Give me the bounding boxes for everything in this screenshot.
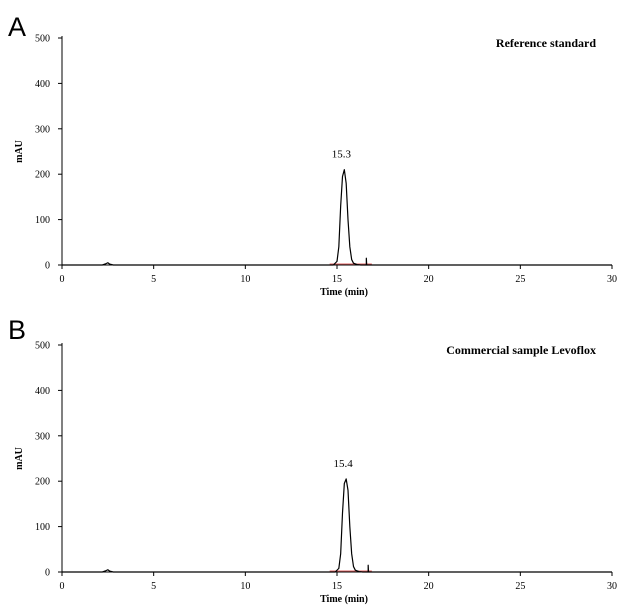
x-tick-label: 10: [240, 581, 250, 592]
y-axis-title: mAU: [14, 140, 25, 163]
y-tick-label: 100: [35, 215, 50, 226]
y-tick-label: 300: [35, 124, 50, 135]
series-line-0: [62, 169, 612, 266]
chart-title: Reference standard: [496, 36, 596, 50]
panel-letter-a: A: [8, 12, 27, 42]
y-tick-label: 500: [35, 341, 50, 352]
peak-label: 15.3: [332, 149, 352, 161]
x-tick-label: 20: [424, 581, 434, 592]
x-tick-label: 5: [151, 274, 156, 285]
x-tick-label: 25: [515, 274, 525, 285]
y-tick-label: 200: [35, 170, 50, 181]
x-tick-label: 10: [240, 274, 250, 285]
chromatogram-panel-b: B 0 100 200 300 400 500 0 5 10 15 20 25 30 Time (min)…: [0, 307, 622, 614]
peak-label: 15.4: [334, 458, 354, 470]
y-tick-label: 0: [45, 568, 50, 579]
chromatogram-b-svg: 0 100 200 300 400 500 0 5 10 15 20 25 30 Time (min) mA…: [14, 341, 617, 606]
chromatogram-a-svg: 0 100 200 300 400 500 0 5 10 15 20 25 30 Time (min) mA…: [14, 34, 617, 299]
y-tick-label: 0: [45, 261, 50, 272]
series-line-0: [62, 478, 612, 573]
x-tick-label: 20: [424, 274, 434, 285]
x-tick-label: 0: [60, 274, 65, 285]
x-axis-title: Time (min): [320, 287, 368, 298]
chromatogram-panel-a: A 0 100 200 300 400 500 0 5 10 15 20 25 30 Time (min)…: [8, 12, 617, 299]
x-tick-label: 15: [332, 274, 342, 285]
y-axis-title: mAU: [14, 447, 25, 470]
chart-title: Commercial sample Levoflox: [446, 343, 596, 357]
panel-letter-b: B: [8, 315, 27, 345]
y-tick-label: 400: [35, 79, 50, 90]
x-tick-label: 0: [60, 581, 65, 592]
x-tick-label: 5: [151, 581, 156, 592]
y-tick-label: 100: [35, 522, 50, 533]
x-tick-label: 25: [515, 581, 525, 592]
x-tick-label: 15: [332, 581, 342, 592]
y-tick-label: 300: [35, 431, 50, 442]
y-tick-label: 400: [35, 386, 50, 397]
x-tick-label: 30: [607, 581, 617, 592]
y-tick-label: 500: [35, 34, 50, 45]
x-axis-title: Time (min): [320, 594, 368, 605]
y-tick-label: 200: [35, 477, 50, 488]
x-tick-label: 30: [607, 274, 617, 285]
